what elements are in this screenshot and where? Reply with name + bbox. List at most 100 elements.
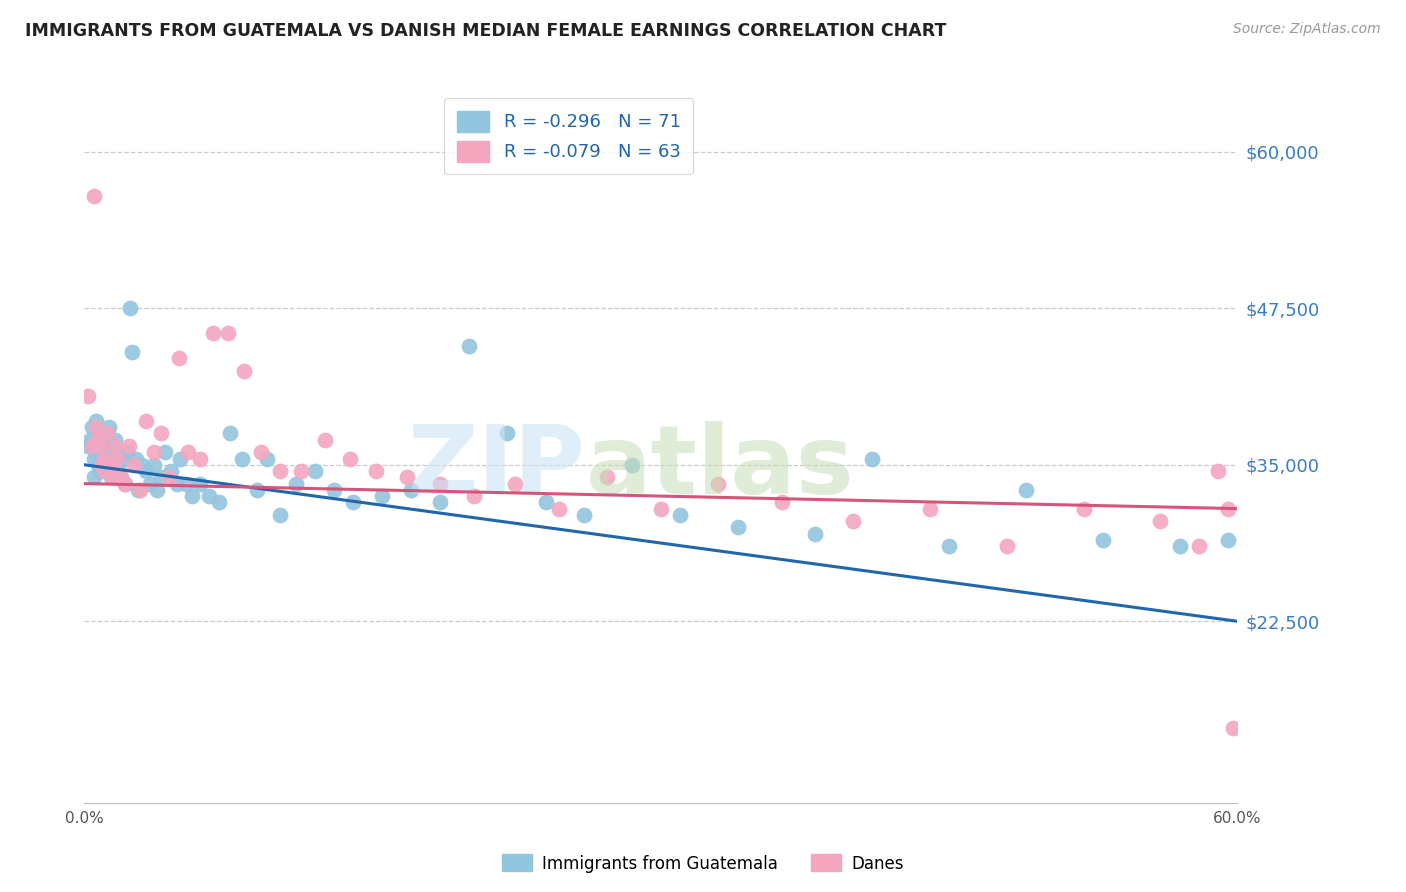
Point xyxy=(323,483,346,497)
Point xyxy=(142,445,165,459)
Point xyxy=(188,476,211,491)
Point xyxy=(314,433,336,447)
Point xyxy=(995,539,1018,553)
Point xyxy=(918,501,941,516)
Point xyxy=(77,389,100,403)
Point xyxy=(429,476,451,491)
Point xyxy=(80,420,103,434)
Point xyxy=(596,470,619,484)
Point xyxy=(727,520,749,534)
Point xyxy=(366,464,388,478)
Point xyxy=(202,326,225,341)
Point xyxy=(98,420,121,434)
Point xyxy=(496,426,519,441)
Point xyxy=(770,495,793,509)
Point xyxy=(100,470,122,484)
Point xyxy=(860,451,883,466)
Point xyxy=(371,489,394,503)
Point xyxy=(842,514,865,528)
Point xyxy=(90,426,112,441)
Point xyxy=(548,501,571,516)
Point xyxy=(93,458,115,472)
Point xyxy=(304,464,326,478)
Point xyxy=(166,476,188,491)
Point xyxy=(1206,464,1229,478)
Point xyxy=(135,464,157,478)
Point xyxy=(219,426,242,441)
Point xyxy=(129,483,152,497)
Point xyxy=(457,339,479,353)
Text: Source: ZipAtlas.com: Source: ZipAtlas.com xyxy=(1233,22,1381,37)
Legend: R = -0.296   N = 71, R = -0.079   N = 63: R = -0.296 N = 71, R = -0.079 N = 63 xyxy=(444,98,693,174)
Point xyxy=(115,445,138,459)
Point xyxy=(84,414,107,428)
Point xyxy=(650,501,672,516)
Point xyxy=(1188,539,1211,553)
Point xyxy=(1222,721,1244,735)
Point xyxy=(669,508,692,522)
Point xyxy=(1073,501,1095,516)
Point xyxy=(89,464,111,478)
Point xyxy=(218,326,240,341)
Point xyxy=(150,426,173,441)
Point xyxy=(1015,483,1038,497)
Point xyxy=(177,445,200,459)
Point xyxy=(290,464,312,478)
Point xyxy=(89,439,111,453)
Point xyxy=(1216,501,1239,516)
Point xyxy=(250,445,273,459)
Point xyxy=(87,458,110,472)
Point xyxy=(463,489,485,503)
Point xyxy=(938,539,960,553)
Y-axis label: Median Female Earnings: Median Female Earnings xyxy=(0,352,7,540)
Point xyxy=(90,458,112,472)
Point xyxy=(80,439,103,453)
Point xyxy=(125,451,148,466)
Point xyxy=(232,364,254,378)
Point xyxy=(105,458,128,472)
Point xyxy=(429,495,451,509)
Point xyxy=(707,476,730,491)
Legend: Immigrants from Guatemala, Danes: Immigrants from Guatemala, Danes xyxy=(495,847,911,880)
Point xyxy=(142,458,165,472)
Point xyxy=(160,464,183,478)
Point xyxy=(100,458,122,472)
Point xyxy=(84,420,107,434)
Point xyxy=(79,433,101,447)
Point xyxy=(83,188,105,202)
Point xyxy=(121,345,143,359)
Point xyxy=(83,470,105,484)
Point xyxy=(198,489,221,503)
Point xyxy=(208,495,231,509)
Point xyxy=(269,508,291,522)
Point xyxy=(120,301,142,316)
Point xyxy=(84,445,107,459)
Point xyxy=(94,433,117,447)
Point xyxy=(94,464,117,478)
Text: ZIP: ZIP xyxy=(408,421,586,514)
Point xyxy=(284,476,307,491)
Point xyxy=(124,458,146,472)
Point xyxy=(103,439,124,453)
Point xyxy=(96,426,118,441)
Point xyxy=(181,489,204,503)
Point xyxy=(103,458,124,472)
Point xyxy=(246,483,269,497)
Point xyxy=(503,476,526,491)
Point xyxy=(150,470,173,484)
Point xyxy=(1216,533,1239,547)
Point xyxy=(114,476,136,491)
Point xyxy=(110,470,132,484)
Point xyxy=(1091,533,1114,547)
Point xyxy=(339,451,361,466)
Point xyxy=(399,483,422,497)
Point xyxy=(127,483,149,497)
Point xyxy=(96,451,118,466)
Point xyxy=(114,476,136,491)
Text: IMMIGRANTS FROM GUATEMALA VS DANISH MEDIAN FEMALE EARNINGS CORRELATION CHART: IMMIGRANTS FROM GUATEMALA VS DANISH MEDI… xyxy=(25,22,946,40)
Point xyxy=(104,439,127,453)
Point xyxy=(269,464,291,478)
Point xyxy=(396,470,419,484)
Point xyxy=(138,476,160,491)
Point xyxy=(89,439,111,453)
